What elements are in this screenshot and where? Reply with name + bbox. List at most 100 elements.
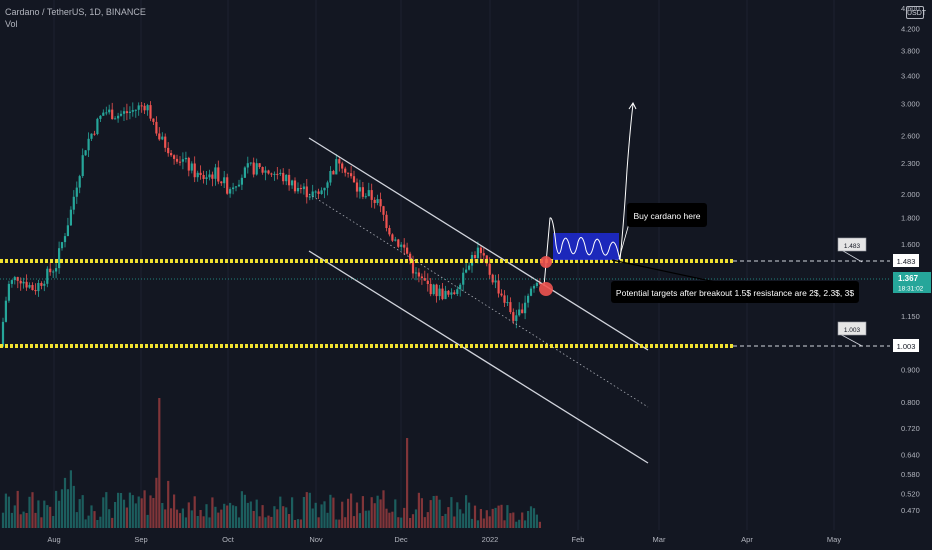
candle-body <box>37 283 40 292</box>
volume-bar <box>414 509 418 528</box>
candle-body <box>125 111 128 114</box>
volume-bar <box>1 512 5 528</box>
volume-bar <box>406 438 409 528</box>
candle-body <box>111 109 114 120</box>
volume-bar <box>367 510 370 528</box>
volume-bar <box>302 497 305 528</box>
price-tick-label: 0.900 <box>901 365 920 374</box>
volume-bar <box>358 513 361 528</box>
volume-bar <box>232 505 235 528</box>
candle-body <box>252 162 255 175</box>
targets-callout[interactable]: Potential targets after breakout 1.5$ re… <box>611 281 859 303</box>
candle-body <box>229 189 232 194</box>
candle-body <box>344 168 347 173</box>
current-price-text: 1.367 <box>898 274 919 283</box>
volume-bar <box>143 490 146 528</box>
volume-bar <box>243 494 246 528</box>
volume-bar <box>497 505 500 528</box>
volume-bar <box>524 520 527 528</box>
buy-zone-box[interactable] <box>553 233 619 260</box>
candle-body <box>60 242 64 249</box>
price-tick-label: 4.600 <box>901 4 920 13</box>
candle-body <box>249 162 252 164</box>
volume-bar <box>521 512 524 528</box>
candle-body <box>497 280 500 294</box>
volume-bar <box>152 498 155 528</box>
candle-body <box>411 260 415 274</box>
candle-body <box>175 158 179 162</box>
channel-lower-line[interactable] <box>308 250 649 464</box>
volume-bar <box>196 516 199 528</box>
candle-body <box>385 214 388 228</box>
candle-body <box>58 248 61 269</box>
candle-body <box>117 115 120 119</box>
volume-bar <box>438 499 441 528</box>
volume-bar <box>261 505 264 528</box>
volume-bar <box>385 508 388 528</box>
price-tick-label: 1.600 <box>901 240 920 249</box>
candle-body <box>426 280 429 284</box>
candle-body <box>373 199 376 203</box>
price-tick-label: 1.150 <box>901 312 920 321</box>
candle-body <box>22 281 25 284</box>
volume-bar <box>202 516 205 528</box>
price-tick-label: 2.600 <box>901 132 920 141</box>
channel-mid-line[interactable] <box>308 193 649 408</box>
candle-body <box>243 167 246 178</box>
symbol-line[interactable]: Cardano / TetherUS, 1D, BINANCE <box>5 7 146 17</box>
candle-body <box>435 284 438 297</box>
volume-bar <box>364 510 367 528</box>
resistance-level-tag[interactable]: 1.483 <box>837 237 867 252</box>
volume-bar <box>178 513 182 528</box>
volume-bar <box>229 502 232 528</box>
candle-body <box>462 272 465 285</box>
candle-body <box>456 289 459 294</box>
candle-body <box>152 118 155 122</box>
time-tick-label: Apr <box>741 535 753 544</box>
candle-body <box>81 155 84 176</box>
volume-bar <box>114 502 117 528</box>
volume-bar <box>226 505 229 528</box>
candle-body <box>305 186 308 198</box>
candle-body <box>317 191 320 194</box>
volume-bar <box>403 507 406 528</box>
support-level-tag[interactable]: 1.003 <box>837 321 867 336</box>
candle-body <box>28 285 31 288</box>
buy-callout-text: Buy cardano here <box>633 211 700 221</box>
price-axis[interactable]: 4.600 4.200 3.800 3.400 3.000 2.600 2.300 2.000… <box>901 4 920 515</box>
candle-body <box>1 321 5 347</box>
candle-body <box>397 239 400 247</box>
volume-bar <box>450 497 453 528</box>
candle-body <box>217 167 220 182</box>
channel-upper-line[interactable] <box>308 137 649 351</box>
candle-body <box>202 175 205 179</box>
volume-bar <box>125 507 128 528</box>
buy-callout[interactable]: Buy cardano here <box>627 203 707 227</box>
candle-body <box>465 269 468 273</box>
time-axis[interactable]: Aug Sep Oct Nov Dec 2022 Feb Mar Apr May <box>47 535 841 544</box>
volume-bar <box>391 511 394 528</box>
candle-body <box>7 283 10 301</box>
candle-body <box>167 147 170 154</box>
currency-tag[interactable]: USDT <box>906 6 926 19</box>
volume-label[interactable]: Vol <box>5 19 18 29</box>
volume-bar <box>423 517 426 528</box>
volume-bar <box>155 477 158 528</box>
candle-body <box>178 161 182 163</box>
chart-header: Cardano / TetherUS, 1D, BINANCE Vol <box>5 6 146 30</box>
candle-body <box>267 170 270 174</box>
projection-path[interactable] <box>543 103 634 287</box>
volume-bar <box>453 516 456 528</box>
volume-bar <box>429 500 432 528</box>
volume-bar <box>329 494 332 528</box>
volume-bar <box>208 517 211 528</box>
volume-bar <box>476 520 479 528</box>
candle-body <box>226 177 229 194</box>
candle-body <box>438 288 441 297</box>
volume-bar <box>420 498 423 528</box>
targets-callout-text: Potential targets after breakout 1.5$ re… <box>616 288 854 298</box>
volume-bar <box>237 517 241 528</box>
volume-bar <box>46 505 49 528</box>
volume-bar <box>397 517 400 528</box>
